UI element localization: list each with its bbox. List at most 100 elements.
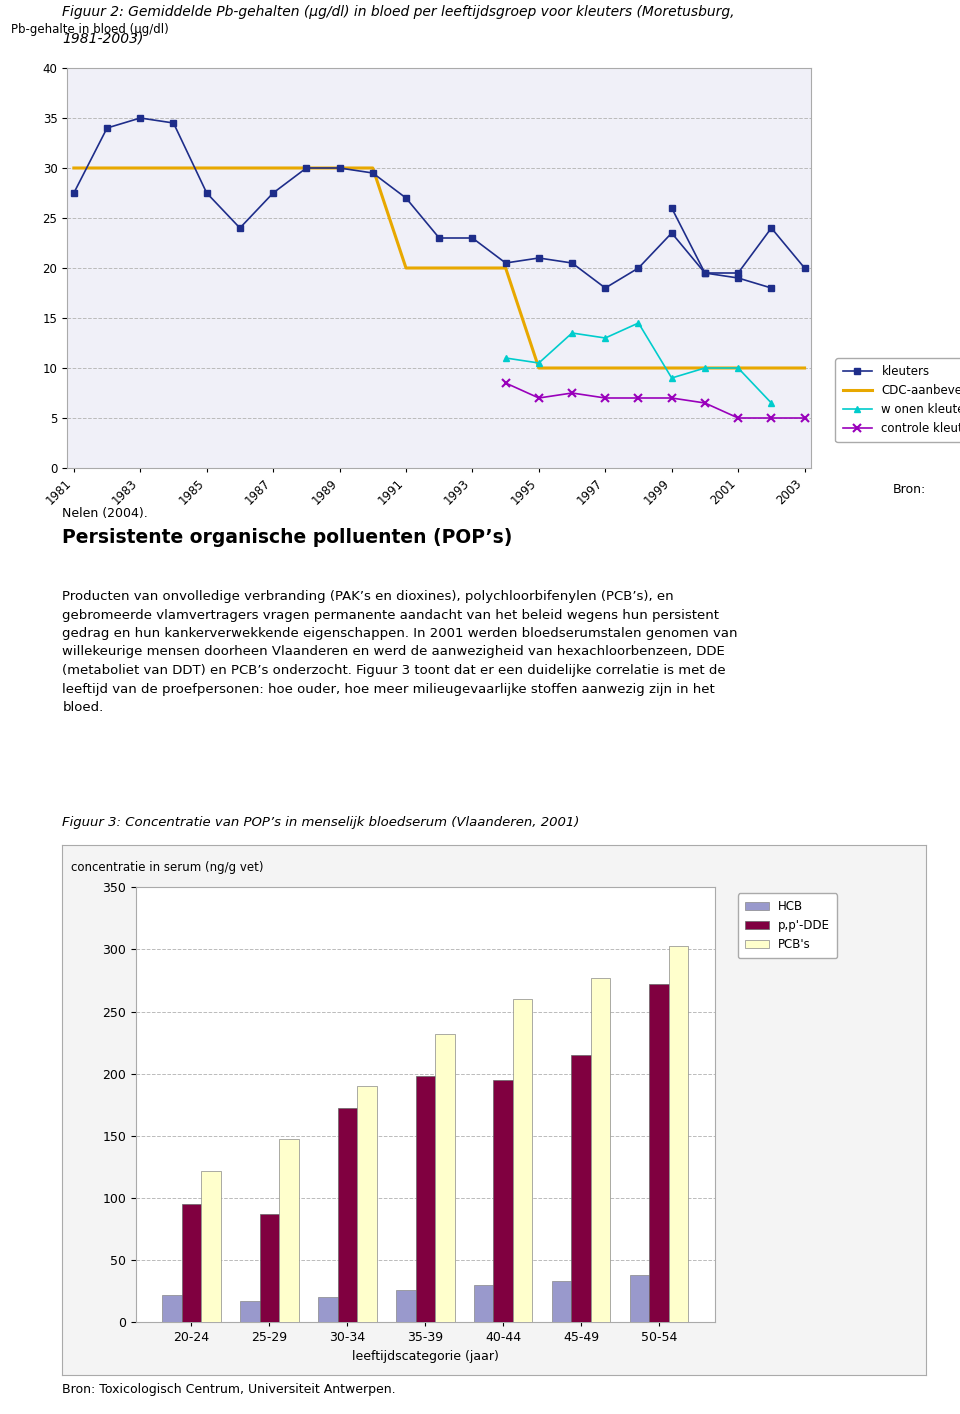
Text: Bron:: Bron: (893, 484, 926, 496)
CDC-aanbeveling (400, 260, 412, 277)
controle kleuters (633, 389, 644, 406)
Text: Producten van onvolledige verbranding (PAK’s en dioxines), polychloorbifenylen (: Producten van onvolledige verbranding (P… (62, 590, 738, 714)
w onen kleuters (699, 359, 710, 376)
kleuters (268, 184, 279, 201)
kleuters (367, 164, 378, 181)
Bar (338, 1109, 357, 1322)
kleuters (467, 229, 478, 246)
controle kleuters (799, 410, 810, 427)
Bar (202, 1171, 221, 1322)
CDC-aanbeveling (433, 260, 444, 277)
kleuters (134, 109, 146, 126)
Text: Figuur 2: Gemiddelde Pb-gehalten (μg/dl) in bloed per leeftijdsgroep voor kleute: Figuur 2: Gemiddelde Pb-gehalten (μg/dl)… (62, 6, 735, 18)
Bar (435, 1034, 454, 1322)
CDC-aanbeveling (234, 160, 246, 177)
Bar (279, 1140, 299, 1322)
kleuters (765, 219, 777, 236)
Line: kleuters: kleuters (71, 115, 807, 291)
kleuters (666, 225, 678, 242)
kleuters (599, 280, 611, 297)
kleuters (566, 255, 578, 271)
CDC-aanbeveling (599, 359, 611, 376)
CDC-aanbeveling (765, 359, 777, 376)
kleuters (633, 260, 644, 277)
Bar (240, 1301, 259, 1322)
kleuters (102, 120, 113, 137)
controle kleuters (500, 375, 512, 392)
Legend: kleuters, CDC-aanbeveling, w onen kleuters, controle kleuters: kleuters, CDC-aanbeveling, w onen kleute… (835, 358, 960, 443)
w onen kleuters (732, 359, 744, 376)
Bar (357, 1086, 376, 1322)
controle kleuters (732, 410, 744, 427)
CDC-aanbeveling (367, 160, 378, 177)
Text: Nelen (2004).: Nelen (2004). (62, 508, 148, 520)
Bar (162, 1295, 181, 1322)
CDC-aanbeveling (134, 160, 146, 177)
w onen kleuters (765, 395, 777, 411)
Text: Bron: Toxicologisch Centrum, Universiteit Antwerpen.: Bron: Toxicologisch Centrum, Universitei… (62, 1383, 396, 1396)
Bar (318, 1297, 338, 1322)
controle kleuters (566, 385, 578, 402)
Bar (493, 1080, 513, 1322)
CDC-aanbeveling (201, 160, 212, 177)
CDC-aanbeveling (102, 160, 113, 177)
Bar (630, 1275, 649, 1322)
CDC-aanbeveling (300, 160, 312, 177)
kleuters (234, 219, 246, 236)
CDC-aanbeveling (168, 160, 180, 177)
Bar (552, 1281, 571, 1322)
CDC-aanbeveling (467, 260, 478, 277)
Bar (669, 946, 688, 1322)
CDC-aanbeveling (666, 359, 678, 376)
Bar (416, 1076, 435, 1322)
Text: 1981-2003): 1981-2003) (62, 33, 144, 47)
Bar (474, 1285, 493, 1322)
kleuters (68, 184, 80, 201)
kleuters (334, 160, 346, 177)
kleuters (699, 264, 710, 281)
kleuters (400, 189, 412, 206)
Text: Persistente organische polluenten (POP’s): Persistente organische polluenten (POP’s… (62, 527, 513, 547)
kleuters (732, 264, 744, 281)
CDC-aanbeveling (68, 160, 80, 177)
controle kleuters (533, 389, 544, 406)
Line: CDC-aanbeveling: CDC-aanbeveling (74, 168, 804, 368)
kleuters (300, 160, 312, 177)
w onen kleuters (533, 355, 544, 372)
kleuters (799, 260, 810, 277)
Bar (591, 978, 611, 1322)
kleuters (433, 229, 444, 246)
kleuters (533, 249, 544, 266)
w onen kleuters (566, 325, 578, 342)
Bar (181, 1205, 202, 1322)
w onen kleuters (633, 314, 644, 331)
controle kleuters (666, 389, 678, 406)
controle kleuters (599, 389, 611, 406)
CDC-aanbeveling (500, 260, 512, 277)
kleuters (168, 115, 180, 132)
kleuters (500, 255, 512, 271)
Bar (571, 1055, 591, 1322)
Legend: HCB, p,p'-DDE, PCB's: HCB, p,p'-DDE, PCB's (738, 894, 837, 959)
Line: controle kleuters: controle kleuters (501, 379, 808, 423)
CDC-aanbeveling (268, 160, 279, 177)
CDC-aanbeveling (566, 359, 578, 376)
Line: w onen kleuters: w onen kleuters (502, 320, 775, 406)
kleuters (201, 184, 212, 201)
controle kleuters (699, 395, 710, 411)
Text: concentratie in serum (ng/g vet): concentratie in serum (ng/g vet) (71, 861, 264, 874)
CDC-aanbeveling (732, 359, 744, 376)
CDC-aanbeveling (633, 359, 644, 376)
CDC-aanbeveling (533, 359, 544, 376)
Bar (649, 984, 669, 1322)
w onen kleuters (599, 329, 611, 346)
Bar (513, 1000, 533, 1322)
w onen kleuters (500, 349, 512, 366)
Bar (259, 1215, 279, 1322)
Text: Pb-gehalte in bloed (μg/dl): Pb-gehalte in bloed (μg/dl) (12, 23, 169, 35)
Text: Figuur 3: Concentratie van POP’s in menselijk bloedserum (Vlaanderen, 2001): Figuur 3: Concentratie van POP’s in mens… (62, 816, 580, 829)
CDC-aanbeveling (334, 160, 346, 177)
CDC-aanbeveling (799, 359, 810, 376)
X-axis label: leeftijdscategorie (jaar): leeftijdscategorie (jaar) (352, 1349, 498, 1363)
controle kleuters (765, 410, 777, 427)
